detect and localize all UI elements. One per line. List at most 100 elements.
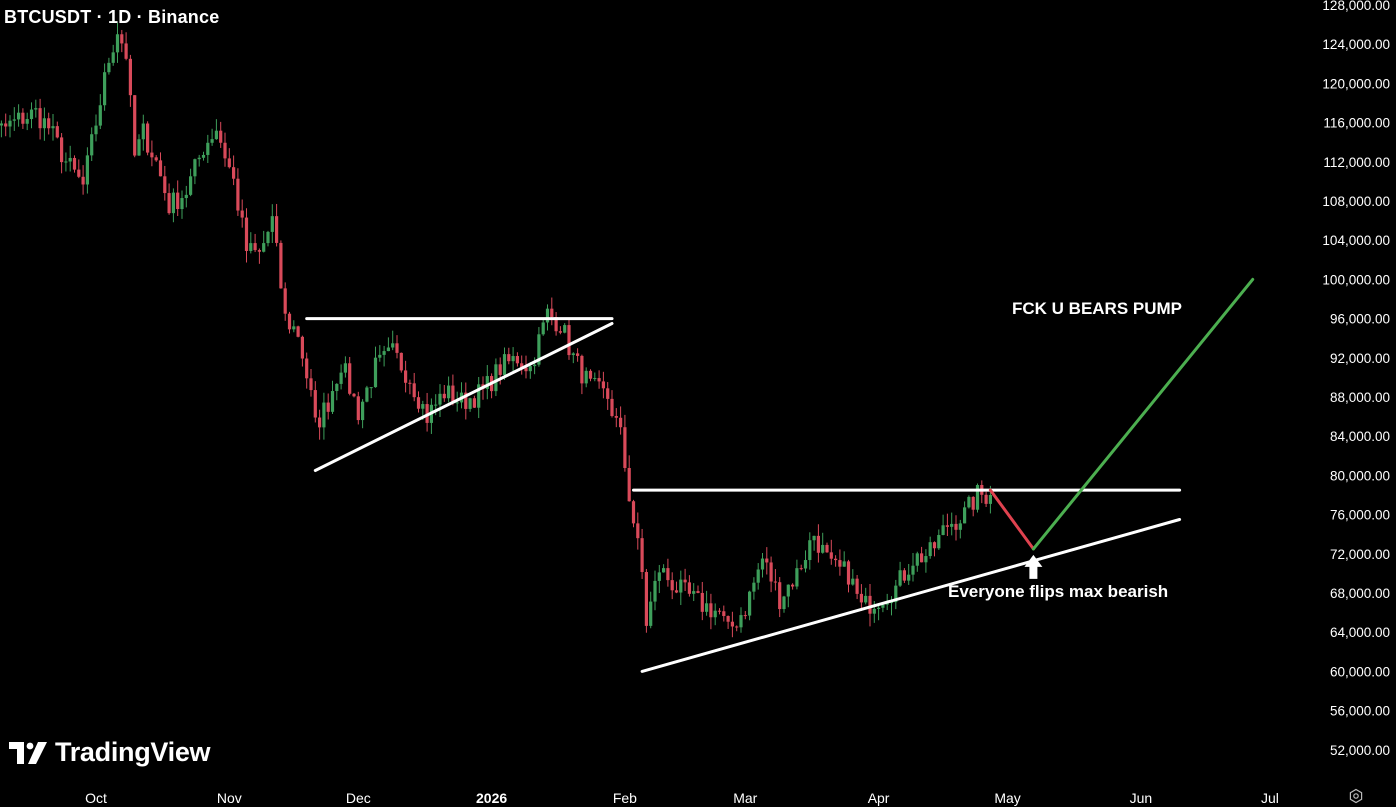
candle [631,499,636,528]
candle [4,113,8,137]
time-axis[interactable]: Oct Nov Dec 2026 Feb Mar Apr May Jun Jul [85,790,1279,806]
candle-body [842,561,846,567]
candle-body [593,378,597,380]
candle [683,568,687,592]
candle-body [550,308,554,318]
tradingview-logo[interactable]: TradingView [9,737,211,768]
candle-body [971,496,975,510]
candle [305,352,309,389]
candle-body [146,123,150,153]
candle-body [588,370,593,379]
candle [950,512,954,536]
candle [937,529,941,550]
time-tick-label: Jul [1261,790,1279,806]
candle [0,120,4,138]
candle [920,546,924,563]
time-tick-label: 2026 [476,790,507,806]
candle [980,480,984,504]
candle [808,532,812,570]
candle-body [176,192,180,210]
price-tick-label: 124,000.00 [1322,37,1390,52]
candle [687,575,691,597]
tradingview-logo-icon [9,741,47,764]
candle [967,495,971,509]
candle [210,128,214,146]
candle [313,381,317,423]
candle-body [227,158,231,168]
candle [25,112,29,131]
price-tick-label: 68,000.00 [1330,586,1390,601]
candle-body [928,542,932,557]
candle-body [567,325,571,356]
price-axis[interactable]: 128,000.00 124,000.00 120,000.00 116,000.00… [1322,0,1390,758]
candle-body [55,126,59,138]
price-tick-label: 52,000.00 [1330,743,1390,758]
candle [64,152,68,172]
candle [352,392,356,398]
time-tick-label: Nov [217,790,242,806]
candle-body [868,595,872,614]
candle [249,232,253,254]
candle-body [167,193,171,214]
candle [679,570,683,606]
candle-body [326,402,330,412]
gear-icon[interactable] [1348,788,1364,804]
candle [649,591,653,629]
candle [447,376,451,403]
candle [855,575,859,600]
candle-body [644,572,648,626]
candle [12,107,16,131]
candle-body [932,542,937,549]
candle [593,372,597,382]
candle [520,355,524,375]
candle [287,311,292,334]
candle [507,347,511,365]
candle-body [872,608,876,614]
candle-body [636,523,640,539]
candle-body [287,313,292,330]
candle-body [748,591,752,616]
candle [640,528,644,579]
candle-body [184,194,188,199]
candle [42,107,46,141]
candle [81,165,85,195]
candle-body [348,363,352,394]
candle [773,569,777,591]
candle-body [515,356,519,364]
candle-body [739,615,743,628]
candle [111,44,115,66]
candle-body [38,108,42,129]
candle-body [206,142,210,155]
candle-body [451,385,455,404]
candle [778,577,782,618]
candle-body [911,565,915,575]
candle [743,611,747,620]
candle [330,380,335,415]
candle-body [623,427,627,468]
candle-body [808,540,812,561]
candle-body [180,198,184,210]
candle [361,399,365,429]
candle [197,154,201,167]
candles [0,22,992,638]
candle-body [137,139,141,156]
candle-body [541,322,545,335]
candle-body [60,137,64,163]
candle-body [244,217,249,251]
candle-body [236,178,240,211]
candle [803,550,808,573]
candle-body [803,560,808,569]
candle-body [275,216,279,243]
candle-body [416,397,421,409]
candle [722,605,726,622]
candle-body [627,467,631,502]
candle-body [881,604,885,608]
candle-body [330,391,335,412]
candle [692,583,696,602]
candle-body [533,364,537,367]
candle [429,398,433,434]
candle-body [356,396,360,421]
candle [533,357,537,375]
candle-body [64,161,68,163]
